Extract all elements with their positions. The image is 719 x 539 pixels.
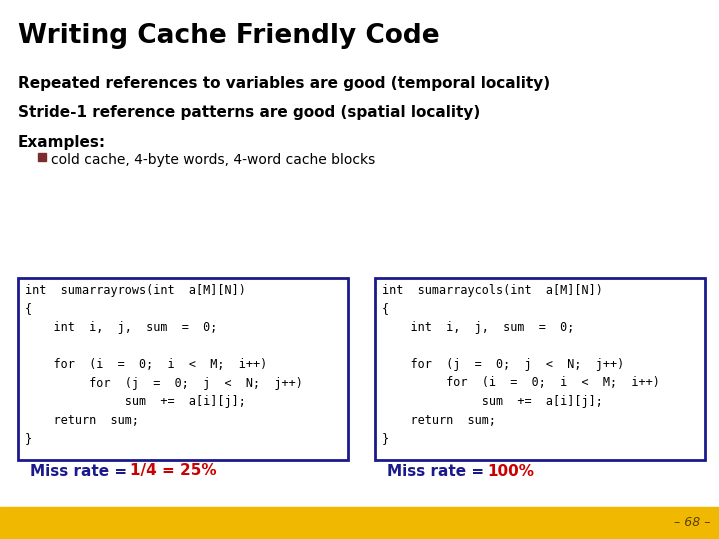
- Text: Miss rate =: Miss rate =: [387, 464, 484, 479]
- Text: – 68 –: – 68 –: [674, 516, 710, 529]
- Text: for  (j  =  0;  j  <  N;  j++): for (j = 0; j < N; j++): [382, 358, 624, 371]
- Text: {: {: [25, 302, 32, 315]
- FancyBboxPatch shape: [375, 278, 705, 460]
- Text: Repeated references to variables are good (temporal locality): Repeated references to variables are goo…: [18, 76, 550, 91]
- Text: Writing Cache Friendly Code: Writing Cache Friendly Code: [18, 23, 439, 49]
- Text: 1/4 = 25%: 1/4 = 25%: [130, 464, 216, 479]
- Text: int  i,  j,  sum  =  0;: int i, j, sum = 0;: [25, 321, 217, 334]
- Text: int  i,  j,  sum  =  0;: int i, j, sum = 0;: [382, 321, 574, 334]
- Text: sum  +=  a[i][j];: sum += a[i][j];: [382, 395, 603, 408]
- Text: }: }: [382, 432, 389, 445]
- Text: Stride-1 reference patterns are good (spatial locality): Stride-1 reference patterns are good (sp…: [18, 105, 480, 120]
- Text: 100%: 100%: [487, 464, 534, 479]
- Text: for  (j  =  0;  j  <  N;  j++): for (j = 0; j < N; j++): [25, 377, 303, 390]
- Text: }: }: [25, 432, 32, 445]
- Text: {: {: [382, 302, 389, 315]
- Text: Miss rate =: Miss rate =: [30, 464, 127, 479]
- Bar: [0, 507, 719, 539]
- Text: cold cache, 4-byte words, 4-word cache blocks: cold cache, 4-byte words, 4-word cache b…: [51, 153, 375, 167]
- Text: return  sum;: return sum;: [25, 413, 139, 426]
- Text: Examples:: Examples:: [18, 135, 106, 150]
- Text: int  sumarrayrows(int  a[M][N]): int sumarrayrows(int a[M][N]): [25, 284, 246, 297]
- Bar: [38, 153, 46, 161]
- Text: return  sum;: return sum;: [382, 413, 496, 426]
- FancyBboxPatch shape: [18, 278, 348, 460]
- Text: int  sumarraycols(int  a[M][N]): int sumarraycols(int a[M][N]): [382, 284, 603, 297]
- Text: for  (i  =  0;  i  <  M;  i++): for (i = 0; i < M; i++): [25, 358, 267, 371]
- Text: for  (i  =  0;  i  <  M;  i++): for (i = 0; i < M; i++): [382, 377, 660, 390]
- Text: sum  +=  a[i][j];: sum += a[i][j];: [25, 395, 246, 408]
